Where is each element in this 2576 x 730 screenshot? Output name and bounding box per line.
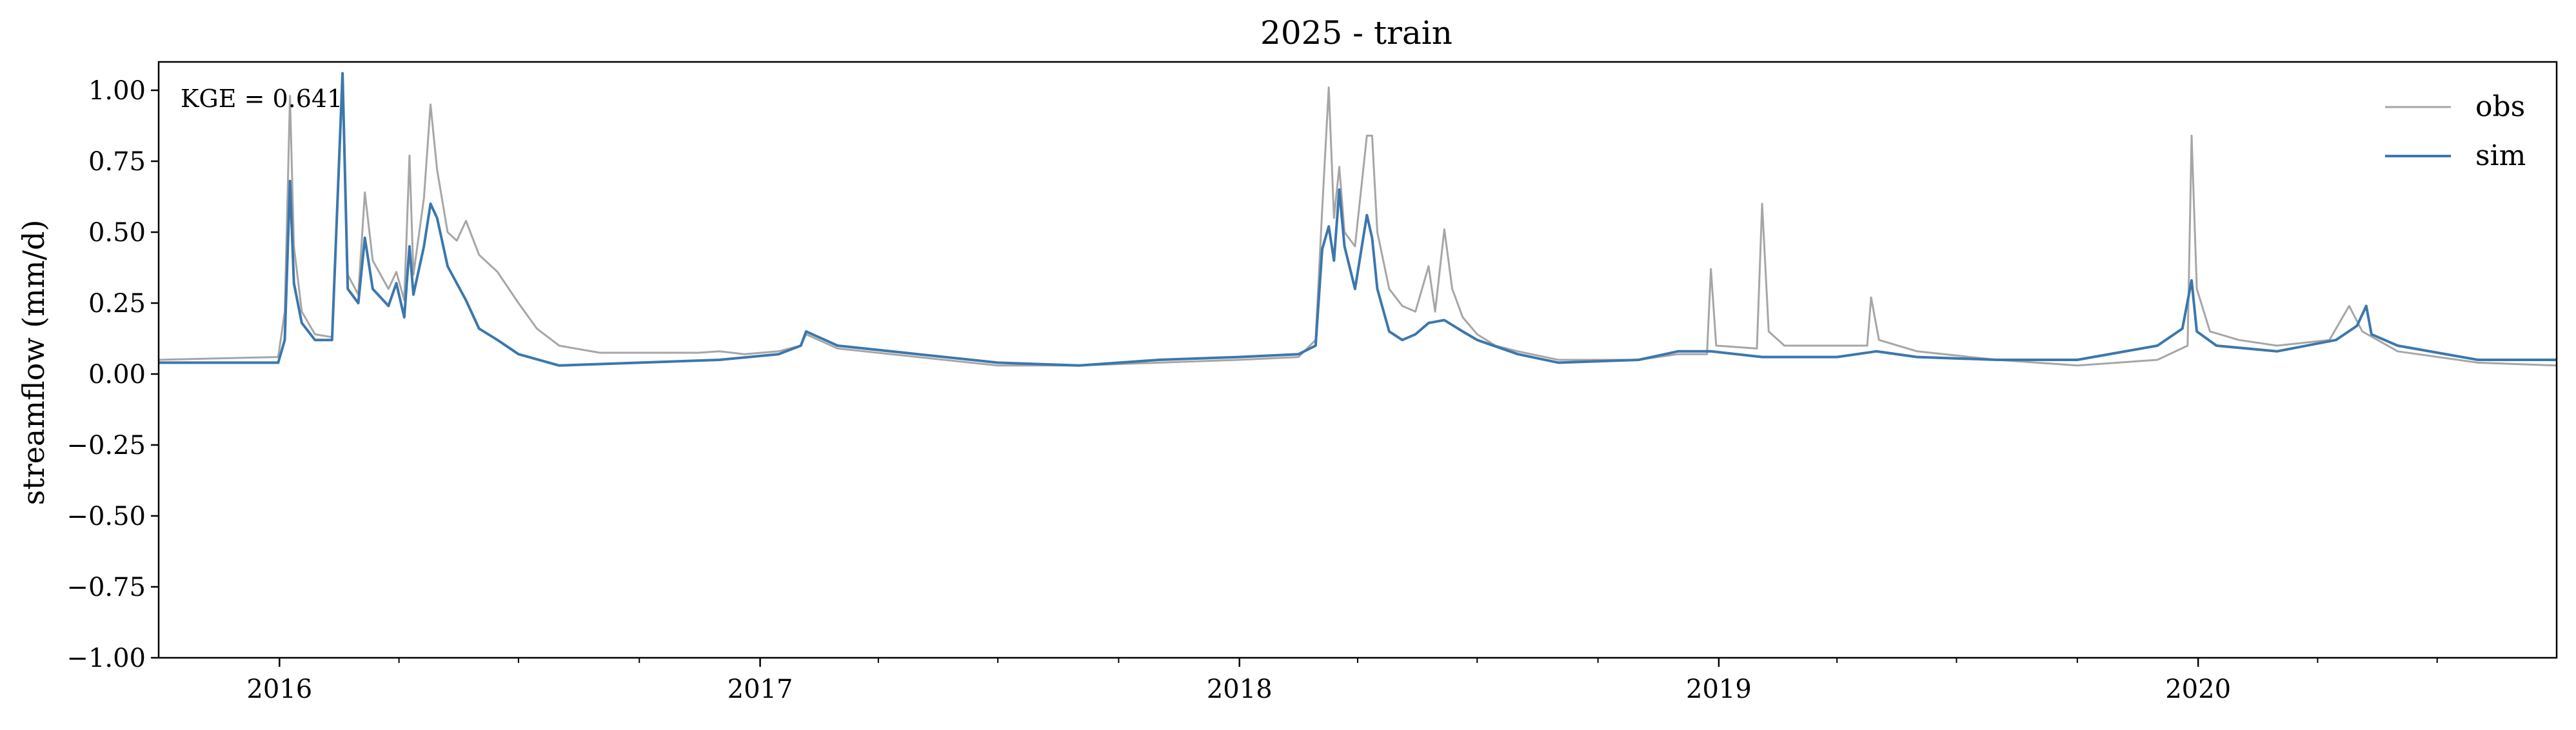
legend-label-obs: obs	[2475, 90, 2525, 123]
y-tick-label: −0.50	[66, 502, 146, 531]
y-tick-label: −0.25	[66, 431, 146, 460]
x-axis: 2016 2017 2018 2019 2020	[246, 658, 2438, 704]
series-line-sim	[159, 72, 2557, 367]
x-tick-label: 2020	[2165, 675, 2231, 704]
kge-annotation: KGE = 0.641	[181, 84, 342, 113]
y-tick-label: 1.00	[88, 76, 146, 106]
y-axis: −1.00 −0.75 −0.50 −0.25 0.00 0.25 0.50 0.75 1.00	[66, 76, 159, 673]
y-tick-label: 0.50	[88, 218, 146, 248]
x-tick-label: 2017	[728, 675, 793, 704]
y-tick-label: −0.75	[66, 573, 146, 602]
series-layer	[159, 72, 2557, 367]
legend: obs sim	[2385, 90, 2526, 172]
y-axis-title: streamflow (mm/d)	[16, 220, 51, 506]
y-tick-label: 0.00	[88, 360, 146, 390]
x-tick-label: 2019	[1686, 675, 1752, 704]
x-tick-label: 2018	[1207, 675, 1273, 704]
series-line-obs	[159, 81, 2557, 367]
y-tick-label: 0.75	[88, 147, 146, 177]
y-tick-label: −1.00	[66, 644, 146, 673]
plot-area: −1.00 −0.75 −0.50 −0.25 0.00 0.25 0.50 0.75 1.00…	[66, 61, 2558, 704]
y-tick-label: 0.25	[88, 289, 146, 319]
legend-label-sim: sim	[2475, 139, 2526, 172]
x-tick-label: 2016	[246, 675, 312, 704]
chart-title: 2025 - train	[1260, 14, 1452, 52]
